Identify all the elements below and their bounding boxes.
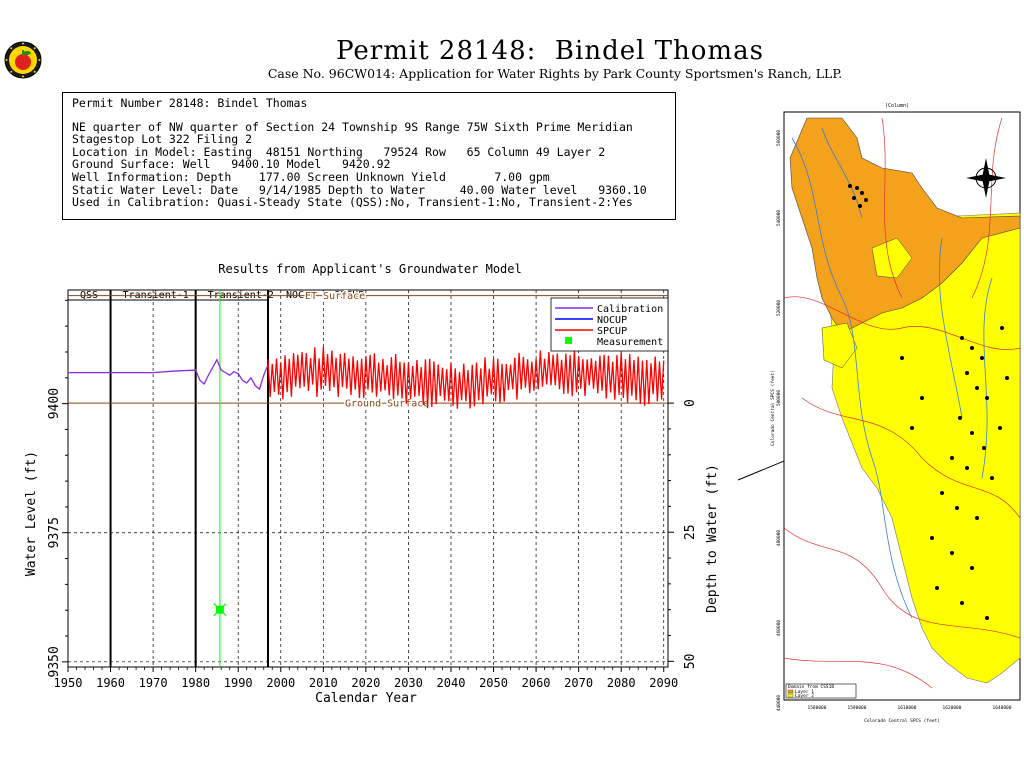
x-tick-label: 2090 (649, 676, 678, 690)
map-y-axis-label: Colorado Central SPCS (feet) (770, 370, 776, 446)
info-line: Used in Calibration: Quasi-Steady State … (72, 195, 633, 210)
x-tick-label: 2070 (564, 676, 593, 690)
info-line: NE quarter of NW quarter of Section 24 T… (72, 119, 633, 134)
model-domain-map: Domain from CSS1B Layer 1 Layer 2 (Colum… (770, 103, 1021, 724)
svg-text:1610000: 1610000 (898, 705, 917, 711)
right-tick-label: 25 (683, 524, 698, 540)
x-tick-label: 2040 (437, 676, 466, 690)
svg-text:460000: 460000 (776, 620, 782, 637)
legend-label: Calibration (597, 304, 663, 315)
info-line: Well Information: Depth 177.00 Screen Un… (72, 169, 550, 184)
svg-text:1590000: 1590000 (848, 705, 867, 711)
x-tick-label: 2020 (351, 676, 380, 690)
legend-label: SPCUP (597, 326, 627, 337)
svg-text:500000: 500000 (776, 390, 782, 407)
svg-text:1580000: 1580000 (808, 705, 827, 711)
svg-text:440000: 440000 (776, 695, 782, 712)
spcup-line (267, 346, 665, 409)
y-axis-label: Water Level (ft) (24, 451, 39, 576)
svg-text:Layer 1: Layer 1 (795, 689, 814, 695)
reference-line-label: ET Surface (305, 291, 365, 302)
x-axis-label: Calendar Year (315, 691, 417, 706)
legend-label: NOCUP (597, 315, 627, 326)
x-tick-label: 1990 (224, 676, 253, 690)
info-line: Static Water Level: Date 9/14/1985 Depth… (72, 182, 647, 197)
x-tick-label: 2060 (522, 676, 551, 690)
legend-label: Measurement (597, 337, 663, 348)
map-top-label: (Column) (885, 103, 909, 109)
right-tick-label: 50 (683, 653, 698, 669)
info-line: Location in Model: Easting 48151 Northin… (72, 144, 606, 159)
right-tick-label: 0 (683, 399, 698, 407)
apple-logo-icon (4, 41, 42, 79)
measurement-point-x (213, 603, 227, 617)
well-points (848, 184, 1009, 620)
svg-text:540000: 540000 (776, 210, 782, 227)
map-legend-title: Domain from CSS1B (788, 684, 834, 690)
svg-text:560000: 560000 (776, 130, 782, 147)
permit-info-box: Permit Number 28148: Bindel Thomas NE qu… (62, 92, 676, 220)
x-tick-label: 2080 (607, 676, 636, 690)
map-legend-box (785, 683, 857, 699)
chart-title: Results from Applicant's Groundwater Mod… (218, 262, 522, 276)
y-tick-label: 9375 (47, 517, 62, 548)
x-tick-label: 2030 (394, 676, 423, 690)
svg-text:480000: 480000 (776, 530, 782, 547)
page-subtitle: Case No. 96CW014: Application for Water … (267, 66, 843, 81)
info-line: Ground Surface: Well 9400.10 Model 9420.… (72, 157, 391, 172)
x-tick-label: 1960 (96, 676, 125, 690)
right-axis-label: Depth to Water (ft) (705, 464, 720, 613)
info-line: Permit Number 28148: Bindel Thomas (72, 96, 308, 110)
plot-frame (67, 289, 669, 668)
x-tick-label: 1970 (139, 676, 168, 690)
svg-text:Layer 2: Layer 2 (795, 693, 814, 699)
x-tick-label: 2010 (309, 676, 338, 690)
reference-line-label: Ground Surface (345, 399, 429, 410)
x-tick-label: 1950 (54, 676, 83, 690)
legend-marker-measurement (565, 337, 572, 344)
svg-text:1620000: 1620000 (943, 705, 962, 711)
svg-text:520000: 520000 (776, 300, 782, 317)
svg-text:1640000: 1640000 (993, 705, 1012, 711)
page-title: Permit 28148: Bindel Thomas (336, 36, 764, 66)
groundwater-chart: QSS Transient-1 Transient-2 NOCUP & SPCUPET… (24, 289, 720, 706)
x-tick-label: 2050 (479, 676, 508, 690)
north-arrow-icon (966, 158, 1006, 198)
layer1-region (789, 117, 1021, 334)
y-tick-label: 9400 (47, 388, 62, 419)
map-x-axis-label: Colorado Central SPCS (feet) (864, 718, 940, 724)
x-tick-label: 1980 (181, 676, 210, 690)
calibration-line (68, 358, 269, 391)
x-tick-label: 2000 (266, 676, 295, 690)
info-line: Stagestop Lot 322 Filing 2 (72, 132, 253, 147)
y-tick-label: 9350 (47, 646, 62, 677)
